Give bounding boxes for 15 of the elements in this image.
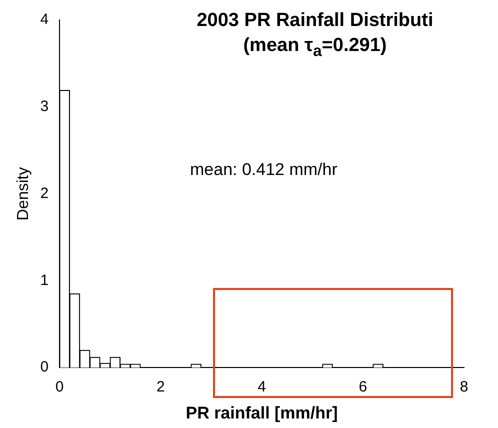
x-tick-label: 6 — [358, 378, 368, 396]
y-tick-label: 3 — [40, 98, 49, 116]
chart-title: 2003 PR Rainfall Distributi — [196, 9, 434, 33]
x-tick-label: 2 — [156, 378, 165, 396]
x-tick-label: 0 — [55, 378, 64, 396]
x-tick-label: 4 — [258, 378, 266, 396]
x-tick-label: 8 — [460, 378, 468, 396]
x-axis-title: PR rainfall [mm/hr] — [186, 403, 338, 422]
y-axis-title: Density — [15, 167, 32, 220]
text: (mean τ$_{a}$=0.291) — [242, 34, 388, 62]
y-tick-label: 1 — [40, 272, 49, 289]
y-tick-label: 4 — [40, 11, 49, 28]
y-tick-label: 2 — [40, 184, 49, 202]
y-tick-label: 0 — [40, 358, 49, 376]
annotation: mean: 0.412 mm/hr — [190, 160, 338, 180]
